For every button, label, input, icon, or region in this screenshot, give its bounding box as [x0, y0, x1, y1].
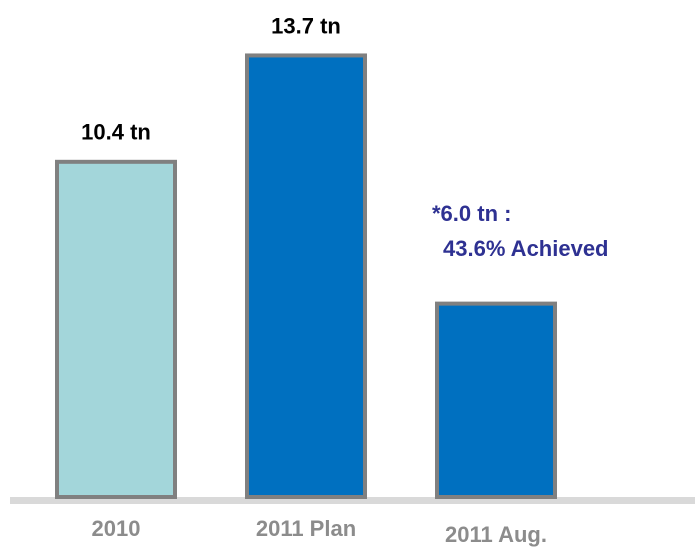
x-tick-label: 2011 Aug.	[445, 522, 547, 547]
bar	[245, 53, 367, 500]
x-tick-label: 2010	[92, 516, 141, 541]
value-label: *6.0 tn :	[432, 201, 511, 226]
annotation: 43.6% Achieved	[443, 236, 609, 261]
bar	[435, 301, 557, 499]
x-tick-label: 2011 Plan	[256, 516, 356, 541]
bar	[55, 159, 177, 499]
value-label: 13.7 tn	[271, 13, 341, 38]
baseline	[10, 497, 695, 504]
value-label: 10.4 tn	[81, 120, 151, 145]
